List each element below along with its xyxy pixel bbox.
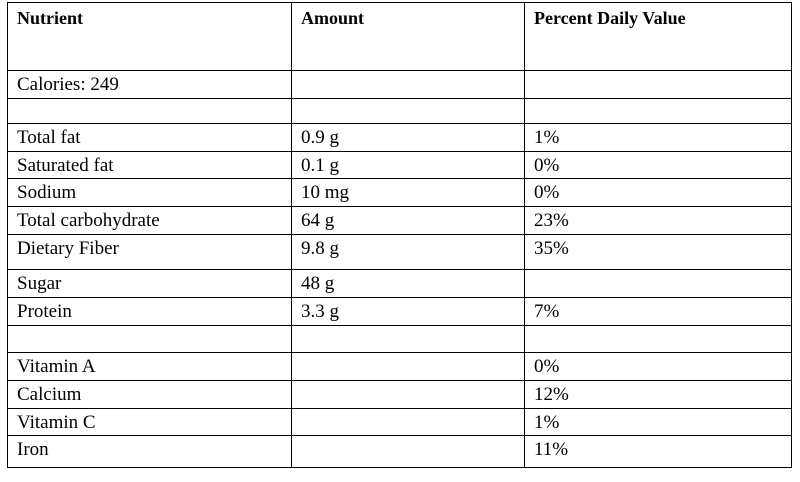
table-cell: 11% bbox=[524, 435, 792, 468]
table-row: Total fat 0.9 g 1% bbox=[7, 123, 792, 152]
table-cell: 64 g bbox=[291, 206, 525, 235]
header-cell: Percent Daily Value bbox=[524, 2, 792, 71]
table-cell: 0% bbox=[524, 151, 792, 179]
table-cell: Dietary Fiber bbox=[7, 234, 292, 270]
table-cell: 48 g bbox=[291, 269, 525, 298]
header-cell: Nutrient bbox=[7, 2, 292, 71]
table-cell: 0% bbox=[524, 352, 792, 381]
table-cell bbox=[291, 325, 525, 353]
table-cell: 10 mg bbox=[291, 178, 525, 207]
table-cell: 0.9 g bbox=[291, 123, 525, 152]
table-row: Vitamin C 1% bbox=[7, 408, 792, 436]
table-cell: 12% bbox=[524, 380, 792, 409]
table-cell: 23% bbox=[524, 206, 792, 235]
table-cell: Saturated fat bbox=[7, 151, 292, 179]
nutrition-table: Nutrient Amount Percent Daily Value Calorie… bbox=[7, 2, 792, 468]
table-cell: Vitamin A bbox=[7, 352, 292, 381]
table-row: Sodium 10 mg 0% bbox=[7, 178, 792, 207]
table-body: Nutrient Amount Percent Daily Value Calorie… bbox=[7, 2, 792, 468]
table-row: Sugar 48 g bbox=[7, 269, 792, 298]
table-cell: Sodium bbox=[7, 178, 292, 207]
table-cell bbox=[291, 435, 525, 468]
table-cell: Vitamin C bbox=[7, 408, 292, 436]
table-cell: Total fat bbox=[7, 123, 292, 152]
table-cell bbox=[291, 70, 525, 99]
table-cell bbox=[524, 70, 792, 99]
table-cell: Protein bbox=[7, 297, 292, 326]
table-cell: 9.8 g bbox=[291, 234, 525, 270]
table-cell: 1% bbox=[524, 408, 792, 436]
table-cell: 0% bbox=[524, 178, 792, 207]
table-cell bbox=[291, 380, 525, 409]
table-row: Iron 11% bbox=[7, 435, 792, 468]
table-cell: 1% bbox=[524, 123, 792, 152]
table-cell bbox=[7, 325, 292, 353]
table-row: Vitamin A 0% bbox=[7, 352, 792, 381]
table-row: Saturated fat 0.1 g 0% bbox=[7, 151, 792, 179]
table-cell bbox=[291, 408, 525, 436]
table-cell: Calories: 249 bbox=[7, 70, 292, 99]
table-row: Total carbohydrate 64 g 23% bbox=[7, 206, 792, 235]
header-row: Nutrient Amount Percent Daily Value bbox=[7, 2, 792, 71]
table-row: Dietary Fiber 9.8 g 35% bbox=[7, 234, 792, 270]
table-cell: 35% bbox=[524, 234, 792, 270]
table-cell: Sugar bbox=[7, 269, 292, 298]
table-row: Calcium 12% bbox=[7, 380, 792, 409]
table-cell bbox=[524, 269, 792, 298]
table-cell: Iron bbox=[7, 435, 292, 468]
table-cell: 7% bbox=[524, 297, 792, 326]
table-cell bbox=[291, 352, 525, 381]
table-row: Protein 3.3 g 7% bbox=[7, 297, 792, 326]
table-cell: 0.1 g bbox=[291, 151, 525, 179]
table-cell: Calcium bbox=[7, 380, 292, 409]
table-cell: 3.3 g bbox=[291, 297, 525, 326]
table-row bbox=[7, 325, 792, 353]
table-row: Calories: 249 bbox=[7, 70, 792, 99]
table-cell bbox=[524, 325, 792, 353]
table-cell bbox=[524, 98, 792, 124]
table-cell bbox=[7, 98, 292, 124]
header-cell: Amount bbox=[291, 2, 525, 71]
table-row bbox=[7, 98, 792, 124]
table-cell bbox=[291, 98, 525, 124]
table-cell: Total carbohydrate bbox=[7, 206, 292, 235]
